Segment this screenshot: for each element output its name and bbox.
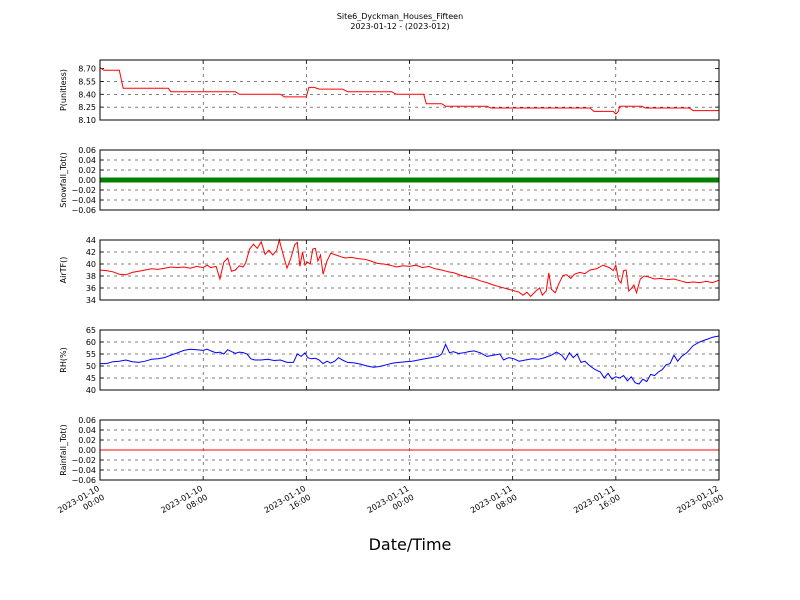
y-tick-label: 40 bbox=[86, 386, 96, 395]
x-tick-label: 2023-01-1000:00 bbox=[56, 484, 106, 524]
panel-4: −0.06−0.04−0.020.000.020.040.06 Rainfall_… bbox=[59, 416, 720, 485]
y-tick-label: 34 bbox=[86, 296, 96, 305]
y-tick-label: 8.25 bbox=[78, 103, 96, 112]
x-tick-label: 2023-01-1016:00 bbox=[263, 484, 313, 524]
x-tick-label: 2023-01-1008:00 bbox=[159, 484, 209, 524]
y-tick-label: 38 bbox=[86, 272, 96, 281]
y-tick-label: 44 bbox=[86, 236, 96, 245]
y-tick-label: −0.02 bbox=[71, 456, 96, 465]
y-tick-label: 0.02 bbox=[78, 166, 96, 175]
y-tick-label: 0.06 bbox=[78, 146, 96, 155]
panel-1: −0.06−0.04−0.020.000.020.040.06 Snowfall_… bbox=[59, 146, 720, 215]
y-tick-label: 8.40 bbox=[78, 90, 96, 99]
y-tick-label: −0.04 bbox=[71, 466, 96, 475]
y-tick-label: 8.70 bbox=[78, 65, 96, 74]
y-axis-label: Snowfall_Tot() bbox=[59, 152, 68, 208]
y-tick-label: 55 bbox=[86, 350, 96, 359]
y-tick-label: 36 bbox=[86, 284, 96, 293]
panel-frame bbox=[99, 329, 720, 391]
panel-frame bbox=[99, 419, 720, 481]
y-axis-label: AirTF() bbox=[59, 257, 68, 284]
y-tick-label: −0.04 bbox=[71, 196, 96, 205]
y-tick-label: 65 bbox=[86, 326, 96, 335]
y-tick-label: 40 bbox=[86, 260, 96, 269]
y-tick-label: 0.00 bbox=[78, 176, 96, 185]
y-tick-label: 42 bbox=[86, 248, 96, 257]
panel-frame bbox=[99, 149, 720, 211]
x-tick-labels: 2023-01-1000:00 2023-01-1008:00 2023-01-10… bbox=[56, 484, 725, 524]
y-tick-label: −0.02 bbox=[71, 186, 96, 195]
y-tick-label: 0.02 bbox=[78, 436, 96, 445]
y-tick-label: −0.06 bbox=[71, 476, 96, 485]
panel-frame bbox=[99, 59, 720, 121]
chart-title: Site6_Dyckman_Houses_Fifteen bbox=[337, 12, 463, 21]
panel-0: 8.10 8.25 8.40 8.55 8.70 P(unitless) bbox=[59, 59, 720, 125]
y-tick-label: 0.04 bbox=[78, 426, 96, 435]
y-tick-label: 50 bbox=[86, 362, 96, 371]
y-axis-label: P(unitless) bbox=[59, 69, 68, 111]
x-tick-label: 2023-01-1108:00 bbox=[469, 484, 519, 524]
y-tick-label: 45 bbox=[86, 374, 96, 383]
y-tick-label: 0.06 bbox=[78, 416, 96, 425]
y-axis-label: RH(%) bbox=[59, 347, 68, 372]
chart-panels: 8.108.258.408.558.70P(unitless)−0.06−0.0… bbox=[56, 59, 725, 524]
y-tick-label: 8.55 bbox=[78, 77, 96, 86]
y-tick-label: 8.10 bbox=[78, 116, 96, 125]
x-tick-label: 2023-01-1200:00 bbox=[675, 484, 725, 524]
x-axis-label: Date/Time bbox=[369, 535, 452, 554]
y-tick-label: −0.06 bbox=[71, 206, 96, 215]
y-axis-label: Rainfall_Tot() bbox=[59, 424, 68, 476]
series-line-P bbox=[99, 67, 719, 115]
x-tick-label: 2023-01-1116:00 bbox=[572, 484, 622, 524]
chart-subtitle: 2023-01-12 - (2023-012) bbox=[350, 22, 449, 31]
y-tick-label: 60 bbox=[86, 338, 96, 347]
series-line-RH bbox=[100, 335, 720, 385]
y-tick-label: 0.00 bbox=[78, 446, 96, 455]
panel-2: 34 36 38 40 42 44 AirTF() bbox=[59, 236, 720, 305]
panel-frame bbox=[99, 239, 720, 301]
panel-3: 40 45 50 55 60 65 RH(%) bbox=[59, 326, 720, 395]
series-line-AirTF bbox=[99, 238, 720, 298]
x-tick-label: 2023-01-1100:00 bbox=[366, 484, 416, 524]
y-tick-label: 0.04 bbox=[78, 156, 96, 165]
